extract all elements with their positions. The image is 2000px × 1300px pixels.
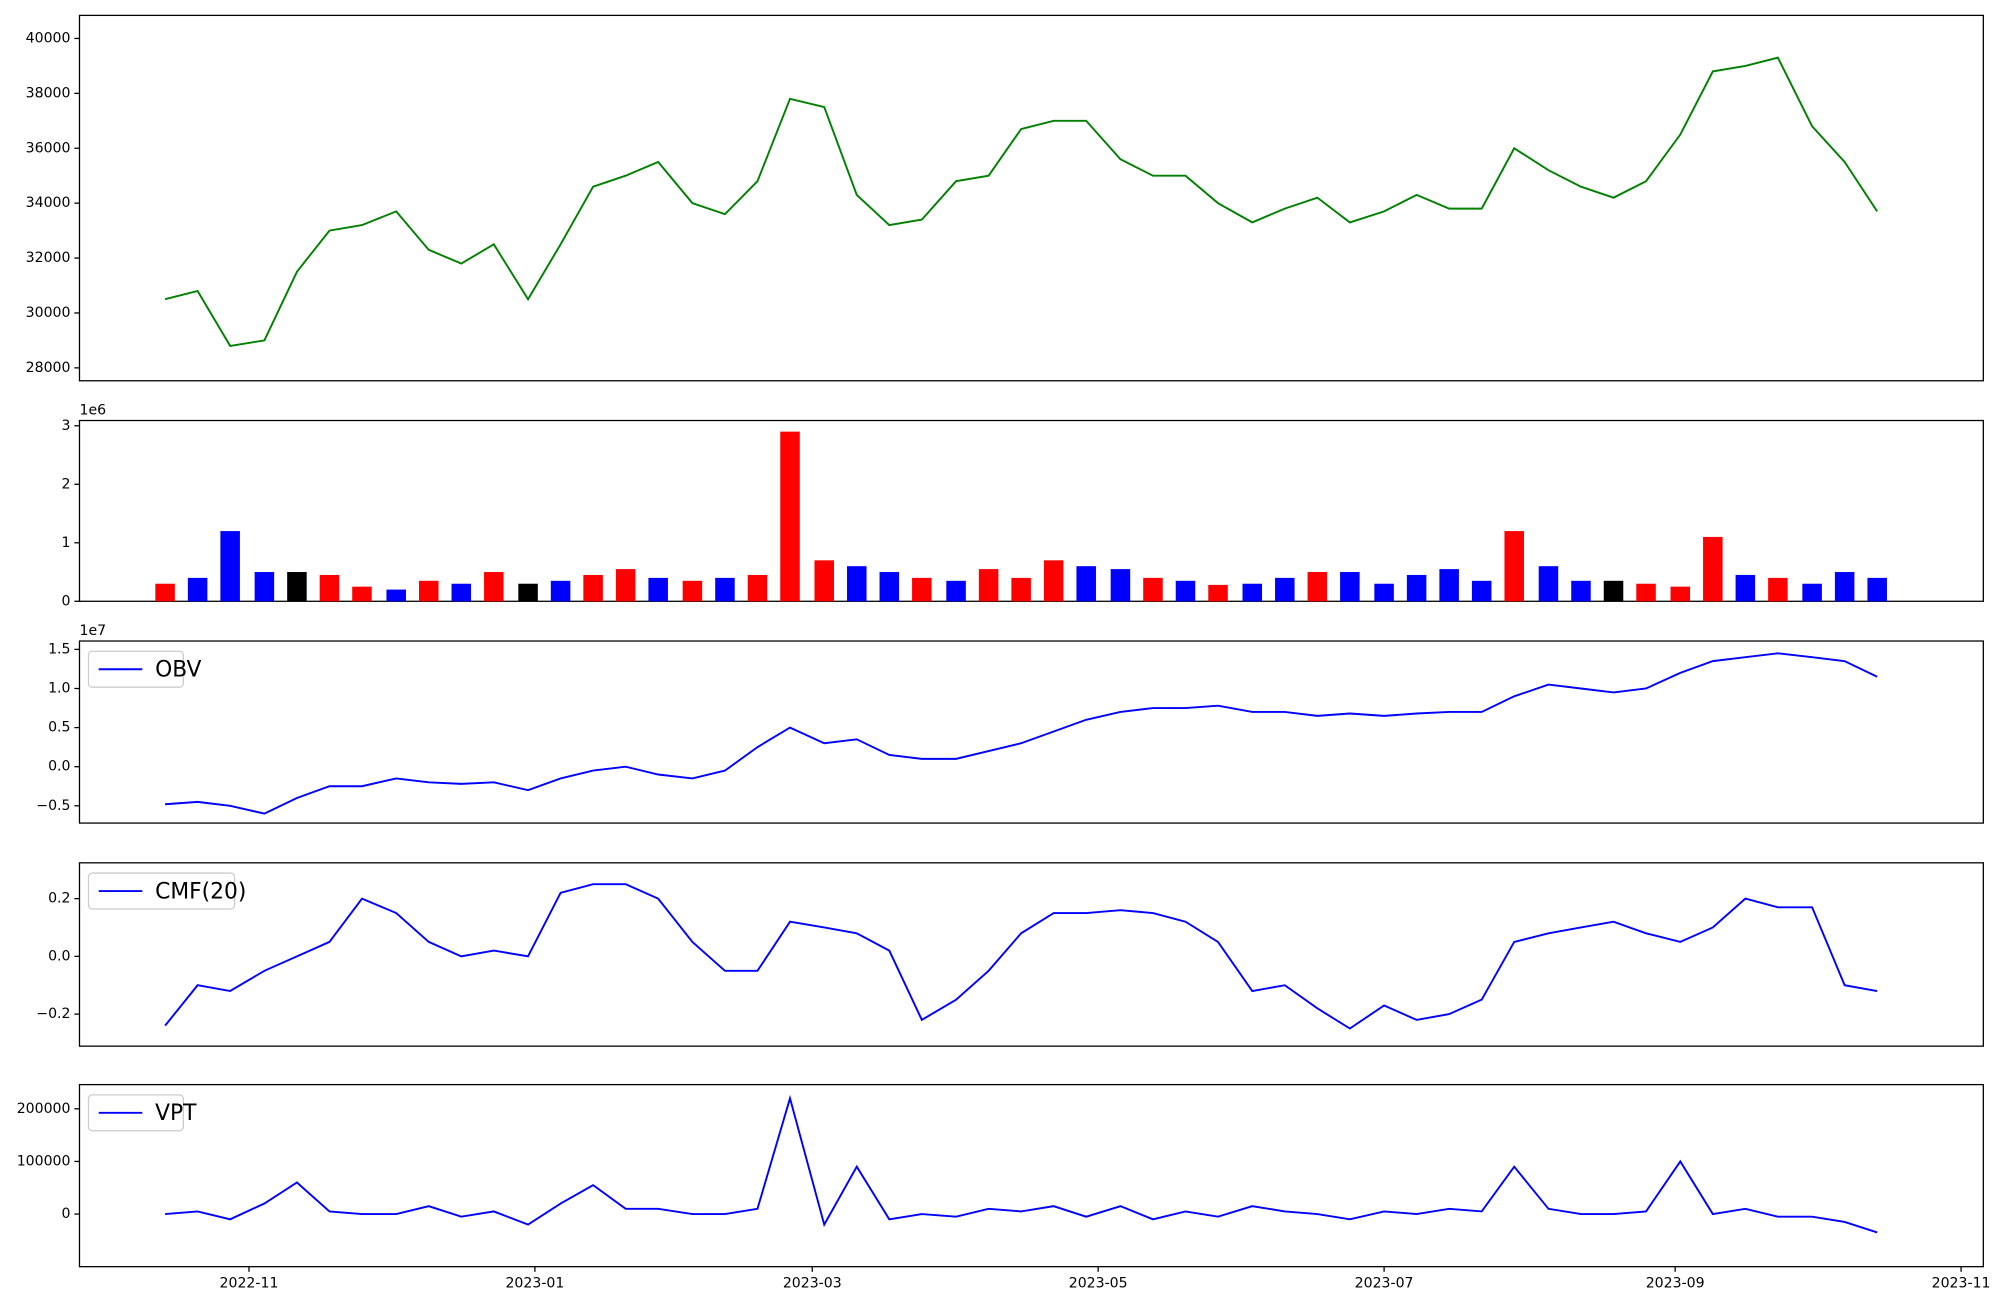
volume-bar: [418, 580, 439, 602]
volume-bar: [1143, 577, 1163, 602]
volume-bar: [1768, 577, 1788, 602]
y-tick-label: −0.2: [36, 1006, 70, 1022]
offset-label: 1e6: [79, 402, 106, 418]
x-tick-label: 2023-03: [783, 1275, 842, 1291]
line: [165, 652, 1878, 815]
axes-frame: [78, 1083, 1984, 1268]
y-tick-label: 38000: [26, 85, 71, 101]
volume-bar: [1571, 580, 1591, 602]
line: [164, 56, 1878, 347]
volume-bar: [1307, 572, 1328, 602]
volume-bar: [615, 569, 636, 602]
volume-bar: [1439, 569, 1459, 602]
volume-bar: [682, 580, 703, 602]
volume-bar: [978, 569, 999, 602]
volume-bar: [1670, 586, 1691, 602]
volume-bar: [1340, 572, 1360, 602]
y-tick-label: 1.0: [48, 680, 70, 696]
volume-bar: [1504, 531, 1524, 602]
x-tick-label: 2023-01: [505, 1275, 564, 1291]
volume-bar: [747, 574, 768, 602]
x-tick-label: 2023-07: [1355, 1275, 1414, 1291]
volume-bar: [187, 577, 208, 602]
y-tick-label: 30000: [26, 305, 71, 321]
volume-bar: [484, 572, 504, 602]
volume-bar: [254, 572, 275, 602]
volume-bar: [319, 574, 340, 602]
x-tick-label: 2022-11: [220, 1275, 279, 1291]
volume-bar: [352, 586, 372, 602]
volume-bar: [1011, 577, 1031, 602]
y-tick-label: 40000: [26, 30, 71, 46]
volume-bar: [1471, 580, 1492, 602]
volume-bar: [847, 566, 867, 602]
volume-bar: [946, 580, 966, 602]
volume-bar: [155, 583, 175, 602]
legend-label: OBV: [155, 658, 201, 683]
volume-bar: [220, 531, 240, 602]
x-tick-label: 2023-05: [1069, 1275, 1128, 1291]
volume-bar: [1802, 583, 1822, 602]
volume-bar: [1867, 577, 1887, 602]
volume-bar: [1735, 574, 1756, 602]
volume-bar: [912, 577, 932, 602]
y-tick-label: 0.0: [48, 759, 70, 775]
volume-bar: [1043, 560, 1064, 602]
y-tick-label: 200000: [17, 1101, 71, 1117]
volume-bar: [1834, 572, 1855, 602]
line: [164, 883, 1878, 1030]
volume-bar: [287, 572, 307, 602]
y-tick-label: 32000: [26, 250, 71, 266]
y-tick-label: 36000: [26, 140, 71, 156]
volume-bar: [879, 572, 900, 602]
volume-bar: [1603, 580, 1624, 602]
axes-frame: [78, 640, 1984, 824]
volume-bar: [1175, 580, 1196, 602]
volume-bar: [1636, 583, 1656, 602]
volume-bar: [715, 577, 735, 602]
volume-bar: [1242, 583, 1263, 602]
y-tick-label: 34000: [26, 195, 71, 211]
x-tick-label: 2023-09: [1646, 1275, 1705, 1291]
volume-bar: [550, 580, 571, 602]
volume-bar: [451, 583, 472, 602]
y-tick-label: 0.5: [48, 720, 70, 736]
axes-frame: [78, 862, 1984, 1047]
volume-bar: [1110, 569, 1131, 602]
axes-frame: [78, 419, 1984, 602]
volume-bar: [1208, 584, 1228, 602]
volume-bar: [1406, 574, 1427, 602]
line: [165, 1094, 1878, 1234]
x-tick-label: 2023-11: [1932, 1275, 1991, 1291]
y-tick-label: 0: [62, 1206, 71, 1222]
volume-bar: [583, 574, 603, 602]
legend-label: CMF(20): [155, 879, 246, 904]
y-tick-label: 0: [62, 593, 71, 609]
volume-bar: [1374, 583, 1394, 602]
y-tick-label: 0.0: [48, 948, 70, 964]
y-tick-label: 1.5: [48, 641, 70, 657]
legend-box: [87, 872, 236, 910]
volume-bar: [1275, 577, 1295, 602]
y-tick-label: 1: [62, 535, 71, 551]
y-tick-label: 100000: [17, 1153, 71, 1169]
volume-bar: [814, 560, 835, 602]
offset-label: 1e7: [79, 623, 106, 639]
y-tick-label: 2: [62, 476, 71, 492]
axes-frame: [78, 14, 1984, 382]
y-tick-label: 28000: [26, 360, 71, 376]
volume-bar: [1076, 566, 1096, 602]
y-tick-label: −0.5: [36, 798, 70, 814]
volume-bar: [386, 589, 406, 602]
y-tick-label: 3: [62, 418, 71, 434]
volume-bar: [648, 577, 668, 602]
legend-label: VPT: [155, 1101, 197, 1126]
volume-bar: [1538, 566, 1559, 602]
volume-bar: [1703, 536, 1723, 602]
y-tick-label: 0.2: [48, 891, 70, 907]
volume-bar: [780, 431, 800, 602]
volume-bar: [518, 583, 538, 602]
